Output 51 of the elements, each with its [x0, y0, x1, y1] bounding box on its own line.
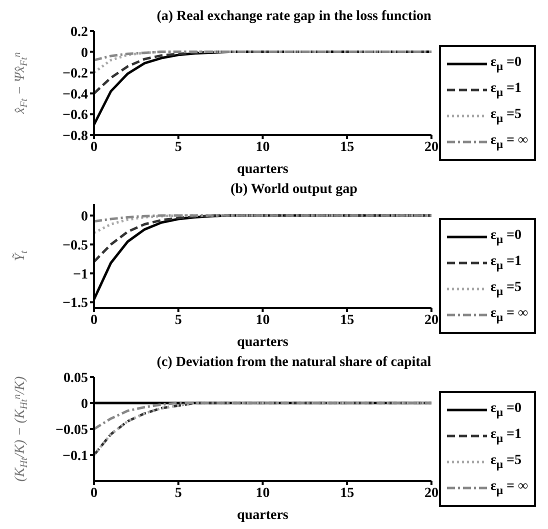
legend-label: ε$_{μ}$ =0: [490, 228, 522, 246]
line-series: [94, 402, 432, 430]
y-tick-label: −0.05: [56, 422, 88, 438]
x-tick-label: 0: [90, 486, 98, 501]
x-tick-label: 20: [424, 486, 438, 501]
x-tick-label: 5: [174, 312, 182, 328]
x-tick-label: 5: [174, 486, 182, 501]
legend-label: ε$_{μ}$ =1: [490, 81, 522, 99]
y-tick-label: −0.1: [62, 448, 88, 464]
legend-label: ε$_{μ}$ = ∞: [490, 479, 528, 497]
legend-label: ε$_{μ}$ = ∞: [490, 133, 528, 151]
chart-title: (c) Deviation from the natural share of capital: [156, 354, 432, 371]
legend-label: ε$_{μ}$ = ∞: [490, 306, 528, 324]
x-tick-label: 0: [90, 140, 98, 155]
x-tick-label: 5: [174, 140, 182, 155]
legend-label: ε$_{μ}$ =1: [490, 427, 522, 445]
y-tick-label: 0.2: [70, 24, 88, 40]
x-tick-label: 10: [256, 140, 270, 155]
x-axis-title: quarters: [237, 162, 289, 177]
legend-label: ε$_{μ}$ =5: [490, 453, 522, 471]
legend-label: ε$_{μ}$ =0: [490, 55, 522, 73]
y-tick-label: −0.8: [62, 128, 88, 144]
legend-label: ε$_{μ}$ =1: [490, 254, 522, 272]
x-axis-title: quarters: [237, 335, 289, 350]
x-axis-title: quarters: [237, 508, 289, 523]
y-tick-label: 0: [81, 46, 88, 61]
x-tick-label: 15: [340, 486, 354, 501]
y-tick-label: −0.5: [62, 238, 88, 254]
chart-title: (b) World output gap: [230, 181, 358, 198]
y-tick-label: −1.5: [62, 296, 88, 312]
y-tick-label: −1: [73, 267, 88, 282]
line-series: [94, 50, 432, 74]
chart-title: (a) Real exchange rate gap in the loss function: [156, 8, 432, 25]
y-tick-label: 0: [81, 396, 88, 412]
line-series: [94, 214, 432, 264]
legend-label: ε$_{μ}$ =5: [490, 280, 522, 298]
x-tick-label: 10: [256, 486, 270, 501]
legend-label: ε$_{μ}$ =0: [490, 401, 522, 419]
line-series: [94, 50, 432, 62]
x-tick-label: 0: [90, 312, 98, 328]
x-tick-label: 15: [340, 140, 354, 155]
y-tick-label: 0: [81, 210, 88, 225]
x-tick-label: 15: [340, 312, 354, 328]
y-tick-label: −0.4: [62, 87, 88, 102]
y-tick-label: −0.6: [62, 108, 88, 124]
y-tick-label: −0.2: [62, 66, 88, 82]
legend-label: ε$_{μ}$ =5: [490, 107, 522, 125]
x-tick-label: 10: [256, 312, 270, 328]
x-tick-label: 20: [424, 140, 438, 155]
x-tick-label: 20: [424, 312, 438, 328]
y-tick-label: 0.05: [64, 370, 88, 386]
